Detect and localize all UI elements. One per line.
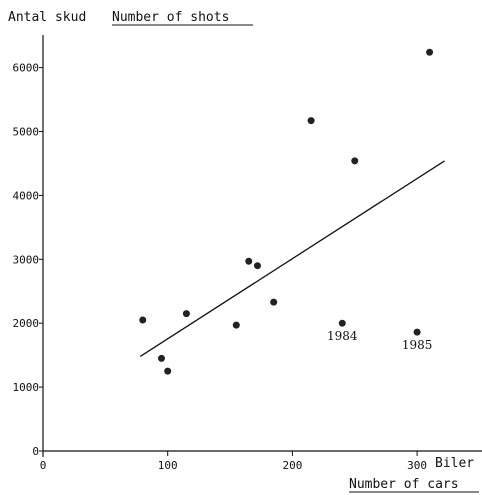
y-tick-label-2: 2000: [13, 317, 40, 330]
data-point-5: [245, 257, 253, 265]
y-tick-label-0: 0: [32, 445, 39, 458]
y-tick-label-1: 1000: [13, 381, 40, 394]
x-axis-title-secondary: Number of cars: [349, 477, 459, 492]
x-tick-label-3: 300: [407, 459, 427, 472]
data-point-11: [413, 328, 421, 336]
y-tick-label-5: 5000: [13, 126, 40, 139]
x-tick-label-1: 100: [158, 459, 178, 472]
axis-titles: Antal skud Number of shots Biler Number …: [8, 10, 479, 493]
data-point-12: [426, 48, 434, 56]
y-axis-title-secondary: Number of shots: [112, 10, 229, 25]
data-point-9: [338, 319, 346, 327]
y-tick-label-4: 4000: [13, 189, 40, 202]
x-tick-label-2: 200: [282, 459, 302, 472]
x-tick-label-0: 0: [40, 459, 47, 472]
data-point-3: [182, 310, 190, 318]
y-tick-label-3: 3000: [13, 253, 40, 266]
axes: 0 1000 2000 3000 4000 5000 6000 0 100 200 300: [13, 35, 482, 472]
point-label-1984: 1984: [327, 329, 358, 343]
y-tick-label-6: 6000: [13, 62, 40, 75]
data-point-8: [307, 117, 315, 125]
data-point-4: [232, 321, 240, 329]
data-point-10: [351, 157, 359, 165]
data-point-7: [270, 298, 278, 306]
data-point-6: [253, 262, 261, 270]
data-point-1: [157, 354, 165, 362]
trend-line-group: [139, 160, 445, 357]
x-axis-title-primary: Biler: [435, 456, 474, 471]
data-points: [139, 48, 434, 375]
data-point-0: [139, 316, 147, 324]
point-labels: 1984 1985: [327, 329, 432, 352]
trend-line: [139, 160, 445, 357]
y-axis-title-primary: Antal skud: [8, 10, 86, 25]
data-point-2: [164, 367, 172, 375]
point-label-1985: 1985: [402, 338, 433, 352]
